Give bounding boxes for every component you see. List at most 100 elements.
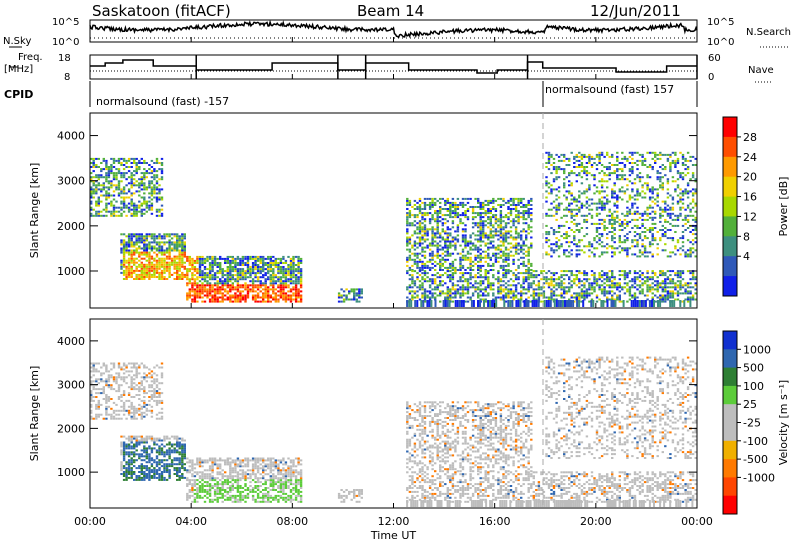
velocity-cell: [90, 399, 93, 402]
power-cell: [231, 274, 234, 277]
power-cell: [155, 276, 159, 278]
power-cell: [669, 251, 672, 254]
power-cell: [520, 236, 523, 239]
power-cell: [648, 212, 652, 215]
power-cell: [95, 188, 98, 191]
power-cell: [497, 290, 500, 293]
power-cell: [284, 300, 288, 303]
power-cell: [482, 201, 485, 204]
power-cell: [583, 294, 586, 297]
power-cell: [95, 204, 98, 207]
power-cell: [568, 276, 571, 279]
power-cell: [603, 290, 606, 293]
velocity-cell: [90, 405, 93, 408]
power-cell: [411, 206, 414, 208]
power-cell: [135, 170, 138, 173]
velocity-cell: [97, 370, 100, 373]
power-cell: [127, 265, 131, 268]
power-cell: [143, 265, 146, 268]
power-cell: [638, 292, 642, 295]
power-cell: [477, 206, 480, 208]
power-cell: [525, 236, 528, 239]
power-cell: [441, 248, 444, 251]
power-cell: [439, 206, 442, 208]
power-cell: [277, 300, 280, 303]
power-cell: [125, 192, 128, 195]
power-cell: [578, 245, 581, 248]
power-cell: [686, 182, 690, 185]
power-cell: [168, 233, 171, 236]
power-cell: [431, 252, 434, 255]
power-cell: [487, 199, 490, 202]
power-cell: [676, 284, 680, 287]
power-cell: [459, 260, 462, 263]
power-cell: [122, 233, 126, 236]
power-cell: [269, 296, 272, 299]
power-cell: [517, 264, 520, 267]
power-cell: [595, 300, 599, 303]
power-cell: [130, 273, 133, 276]
power-cell: [426, 204, 429, 206]
power-cell: [563, 237, 566, 240]
power-cell: [196, 286, 199, 289]
power-cell: [694, 292, 697, 295]
power-cell: [413, 248, 417, 251]
power-cell: [689, 155, 692, 158]
power-cell: [532, 290, 535, 293]
power-cell: [654, 272, 657, 275]
power-cell: [583, 284, 586, 287]
power-cell: [130, 172, 133, 175]
velocity-cell: [95, 368, 98, 371]
power-cell: [471, 218, 475, 221]
power-cell: [608, 292, 611, 295]
power-cell: [297, 292, 300, 295]
power-cell: [691, 192, 695, 195]
power-cell: [676, 162, 680, 164]
power-cell: [428, 258, 432, 261]
power-cell: [484, 244, 487, 247]
power-cell: [461, 274, 465, 277]
power-cell: [621, 212, 624, 215]
power-cell: [656, 247, 659, 250]
power-cell: [461, 214, 465, 217]
power-cell: [631, 170, 634, 173]
power-cell: [585, 272, 589, 275]
power-cell: [640, 300, 643, 307]
power-cell: [691, 251, 695, 254]
power-cell: [160, 269, 164, 272]
power-cell: [431, 204, 434, 206]
power-cell: [588, 159, 591, 162]
power-cell: [681, 241, 685, 244]
power-cell: [408, 278, 412, 281]
power-cell: [654, 280, 657, 283]
power-cell: [666, 294, 670, 297]
power-cell: [292, 276, 295, 279]
power-cell: [181, 239, 184, 242]
power-cell: [259, 255, 262, 258]
power-cell: [694, 204, 697, 207]
power-cell: [272, 278, 275, 281]
power-cell: [583, 272, 586, 275]
power-cell: [411, 222, 414, 225]
power-cell: [92, 214, 95, 217]
power-cell: [125, 235, 128, 238]
power-cell: [568, 298, 571, 301]
power-cell: [527, 296, 530, 299]
power-cell: [229, 272, 232, 275]
power-cell: [471, 294, 475, 297]
power-cell: [651, 255, 654, 258]
power-cell: [454, 208, 457, 210]
power-cell: [638, 194, 642, 197]
power-cell: [542, 286, 546, 289]
power-cell: [532, 274, 535, 277]
power-cell: [150, 265, 154, 268]
power-cell: [451, 197, 455, 200]
power-cell: [557, 245, 561, 248]
power-cell: [679, 247, 682, 250]
power-cell: [641, 186, 644, 189]
power-cell: [492, 214, 495, 217]
power-cell: [249, 274, 252, 277]
power-cell: [681, 300, 685, 303]
power-cell: [545, 180, 548, 183]
power-cell: [461, 276, 465, 279]
